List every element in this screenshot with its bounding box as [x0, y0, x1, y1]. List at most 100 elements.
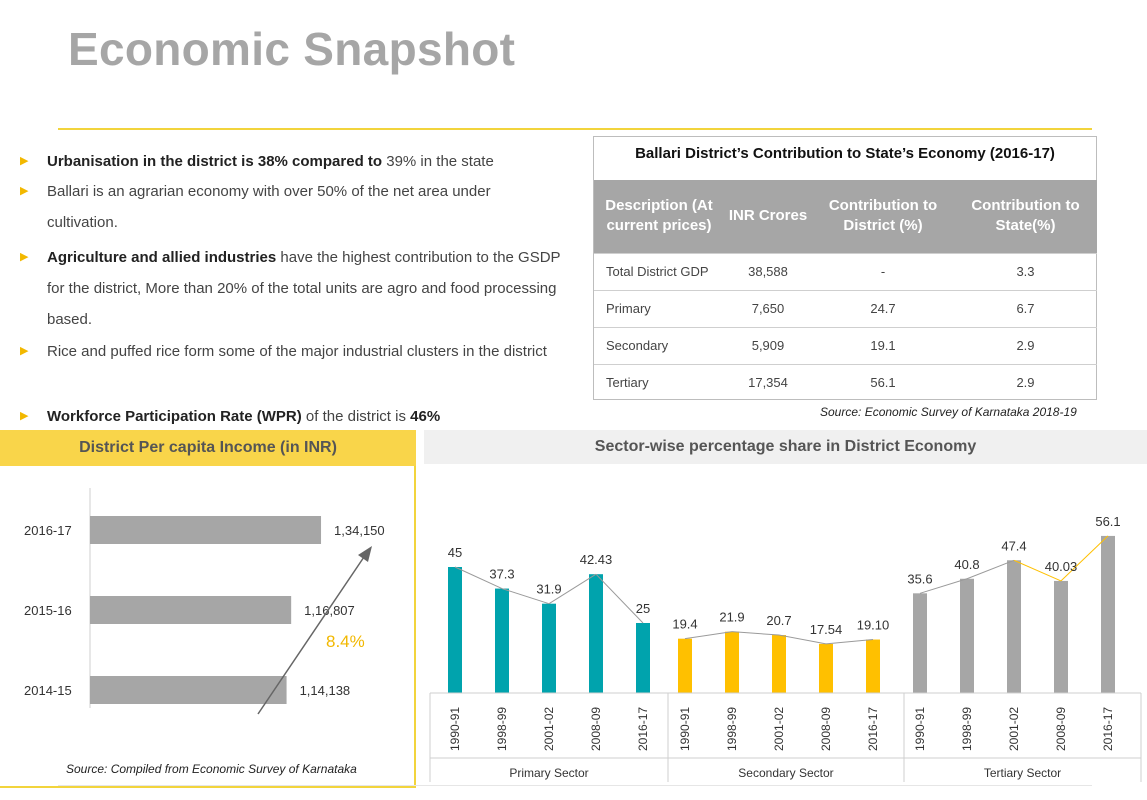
sector-trend-line	[548, 573, 597, 605]
growth-arrow-head-icon	[358, 546, 372, 562]
sector-bar-chart: 45 37.3 31.9 42.43 25 19.4 21.9 20.7 17.54 19.10 3…	[429, 514, 1142, 782]
bullet-rice-clusters: ▶ Rice and puffed rice form some of the …	[20, 336, 560, 367]
sector-group-label: Secondary Sector	[738, 766, 833, 780]
sector-value-label: 45	[448, 545, 462, 560]
sector-year-label: 2001-02	[542, 707, 556, 751]
sector-trend-line	[595, 573, 644, 624]
sector-value-label: 17.54	[810, 622, 843, 637]
sector-group-label: Primary Sector	[509, 766, 588, 780]
sector-value-label: 21.9	[719, 610, 744, 625]
bullet-bold-text: Agriculture and allied industries	[47, 249, 277, 266]
sector-bar	[589, 574, 603, 693]
sector-bar	[725, 631, 739, 693]
sector-bar	[636, 623, 650, 693]
sector-bar	[495, 588, 509, 693]
sector-year-label: 2008-09	[589, 707, 603, 751]
pci-value-label: 1,14,138	[300, 683, 351, 698]
sector-panel-title: Sector-wise percentage share in District…	[424, 430, 1147, 464]
sector-bar	[1007, 560, 1021, 693]
growth-rate-label: 8.4%	[326, 632, 365, 651]
sector-value-label: 37.3	[489, 567, 514, 582]
table-cell: 7,650	[724, 289, 812, 327]
sector-year-label: 1998-99	[960, 707, 974, 751]
sector-value-label: 40.03	[1045, 559, 1078, 574]
sector-trend-line	[825, 639, 874, 645]
pci-category-label: 2016-17	[24, 523, 72, 538]
title-divider	[58, 128, 1092, 130]
table-cell: 24.7	[812, 289, 954, 327]
sector-bar	[913, 593, 927, 693]
pci-panel: 2016-17 1,34,150 2015-16 1,16,807 2014-15 1,1…	[0, 466, 416, 788]
table-header-row: Description (At current prices) INR Cror…	[594, 180, 1097, 253]
table-header-cell: Contribution to State(%)	[954, 180, 1097, 253]
bullet-text: Ballari is an agrarian economy with over…	[47, 183, 491, 231]
table-cell: Primary	[594, 289, 724, 327]
sector-bar	[960, 578, 974, 693]
contribution-table: Description (At current prices) INR Cror…	[594, 180, 1097, 401]
pci-value-label: 1,34,150	[334, 523, 385, 538]
sector-bar	[542, 603, 556, 693]
sector-year-label: 2001-02	[772, 707, 786, 751]
sector-year-label: 1990-91	[448, 707, 462, 751]
table-cell: Secondary	[594, 326, 724, 364]
bullet-bold-text: Urbanisation in the district is 38% comp…	[47, 153, 383, 170]
sector-group-label: Tertiary Sector	[984, 766, 1061, 780]
sector-trend-line	[684, 631, 733, 640]
sector-trend-line	[966, 559, 1015, 580]
pci-value-label: 1,16,807	[304, 603, 355, 618]
sector-year-label: 1990-91	[913, 707, 927, 751]
table-row: Primary 7,650 24.7 6.7	[594, 289, 1097, 327]
bullet-agriculture: ▶ Agriculture and allied industries have…	[20, 242, 565, 335]
sector-year-label: 2008-09	[1054, 707, 1068, 751]
table-cell: 19.1	[812, 326, 954, 364]
sector-panel: 45 37.3 31.9 42.43 25 19.4 21.9 20.7 17.54 19.10 3…	[424, 464, 1147, 782]
pci-category-label: 2015-16	[24, 603, 72, 618]
sector-bar	[1054, 580, 1068, 693]
pci-source-note: Source: Compiled from Economic Survey of…	[66, 762, 357, 776]
bullet-text: Rice and puffed rice form some of the ma…	[47, 343, 547, 360]
bullet-text: 39% in the state	[382, 153, 494, 170]
sector-bar	[819, 643, 833, 693]
sector-trend-line	[1013, 559, 1062, 582]
sector-trend-line	[919, 578, 968, 594]
table-source-note: Source: Economic Survey of Karnataka 201…	[820, 405, 1077, 419]
table-cell: -	[812, 252, 954, 290]
sector-year-label: 2016-17	[1101, 707, 1115, 751]
bullet-arrow-icon: ▶	[20, 345, 29, 357]
table-header-cell: Contribution to District (%)	[812, 180, 954, 253]
contribution-table-title: Ballari District’s Contribution to State…	[635, 145, 1055, 162]
bullet-arrow-icon: ▶	[20, 410, 29, 422]
table-cell: 38,588	[724, 252, 812, 290]
bullet-text: of the district is	[301, 408, 411, 425]
sector-year-label: 2016-17	[866, 707, 880, 751]
bullet-arrow-icon: ▶	[20, 185, 29, 197]
table-cell: 2.9	[954, 363, 1097, 401]
sector-value-label: 56.1	[1095, 514, 1120, 529]
sector-trend-line	[501, 588, 550, 605]
bullet-agrarian: ▶ Ballari is an agrarian economy with ov…	[20, 176, 560, 238]
sector-trend-line	[454, 566, 503, 590]
sector-year-label: 2008-09	[819, 707, 833, 751]
table-row: Total District GDP 38,588 - 3.3	[594, 252, 1097, 290]
sector-year-label: 2016-17	[636, 707, 650, 751]
pci-bar	[90, 516, 322, 544]
table-cell: 17,354	[724, 363, 812, 401]
pci-bar	[90, 596, 292, 624]
table-cell: 6.7	[954, 289, 1097, 327]
table-row: Tertiary 17,354 56.1 2.9	[594, 363, 1097, 401]
sector-value-label: 47.4	[1001, 538, 1026, 553]
footer-divider	[58, 785, 1092, 786]
sector-bar	[1101, 535, 1115, 693]
table-cell: 56.1	[812, 363, 954, 401]
sector-bar	[448, 567, 462, 693]
bullet-bold-text: Workforce Participation Rate (WPR)	[47, 408, 302, 425]
sector-value-label: 31.9	[536, 582, 561, 597]
sector-trend-line	[778, 634, 827, 645]
sector-trend-line	[1060, 535, 1109, 582]
sector-value-label: 42.43	[580, 552, 613, 567]
table-cell: Tertiary	[594, 363, 724, 401]
pci-bar	[90, 676, 287, 704]
table-cell: 3.3	[954, 252, 1097, 290]
table-cell: 2.9	[954, 326, 1097, 364]
contribution-table-box: Ballari District’s Contribution to State…	[593, 136, 1097, 401]
